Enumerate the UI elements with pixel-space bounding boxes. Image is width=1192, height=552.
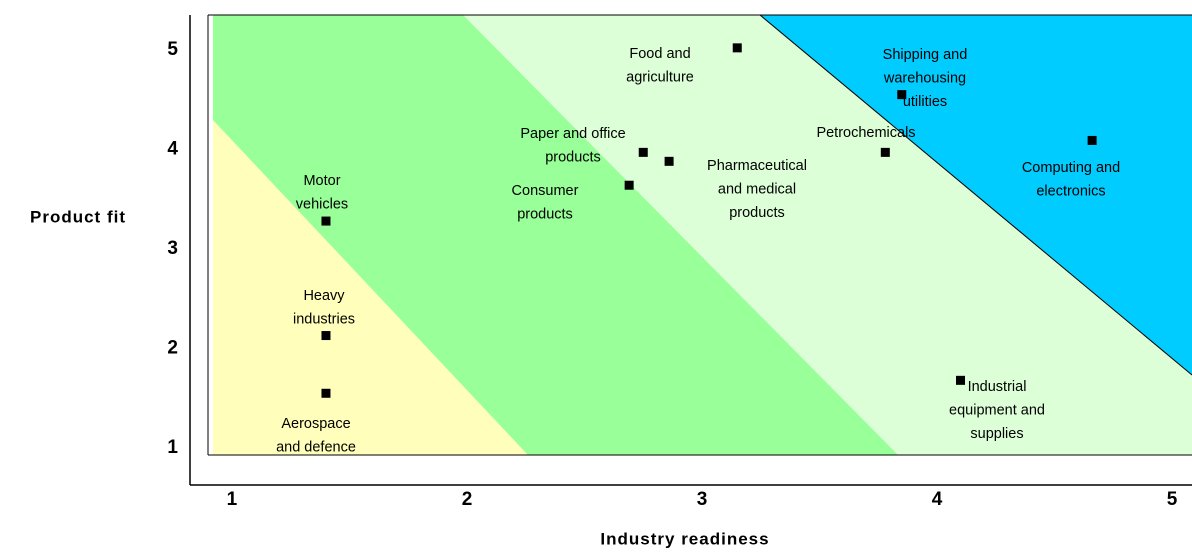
point-label: Aerospace	[281, 416, 350, 432]
point-label: Motor	[303, 173, 340, 189]
point-label: Computing and	[1022, 160, 1120, 176]
point-label: agriculture	[626, 69, 694, 85]
point-label: Heavy	[303, 288, 345, 304]
y-axis-title: Product fit	[30, 207, 126, 226]
point-label: Shipping and	[883, 47, 968, 63]
point	[880, 147, 890, 157]
point-label: Food and	[629, 46, 690, 62]
y-tick-label: 3	[167, 238, 178, 259]
point-label: supplies	[970, 426, 1023, 442]
point-label: and medical	[718, 181, 796, 197]
point	[664, 156, 674, 166]
point-label: Consumer	[512, 183, 579, 199]
point	[638, 147, 648, 157]
zone-border	[759, 14, 1192, 376]
zone-yellow	[213, 120, 528, 455]
point	[321, 331, 331, 341]
point-label: Industrial	[968, 379, 1027, 395]
point-label: equipment and	[949, 402, 1045, 418]
point-label: industries	[293, 311, 355, 327]
point-label: products	[517, 206, 573, 222]
point	[624, 180, 634, 190]
plot-edge	[208, 15, 213, 455]
y-tick-label: 1	[167, 437, 178, 458]
x-tick-label: 3	[697, 489, 708, 510]
y-tick-label: 4	[167, 138, 178, 159]
x-tick-label: 2	[462, 489, 473, 510]
point-label: Paper and office	[520, 126, 625, 142]
x-tick-label: 5	[1167, 489, 1178, 510]
point-label: warehousing	[883, 70, 966, 86]
point	[897, 90, 907, 100]
point-label: Petrochemicals	[816, 125, 915, 141]
y-tick-label: 2	[167, 337, 178, 358]
x-tick-label: 1	[227, 489, 238, 510]
point	[732, 43, 742, 53]
point-label: and defence	[276, 439, 356, 455]
y-tick-label: 5	[167, 39, 178, 60]
point	[321, 216, 331, 226]
x-axis-title: Industry readiness	[600, 529, 769, 548]
point-label: Pharmaceutical	[707, 158, 807, 174]
point	[321, 388, 331, 398]
point	[1087, 135, 1097, 145]
point-label: products	[545, 149, 601, 165]
point-label: products	[729, 205, 785, 221]
x-tick-label: 4	[932, 489, 943, 510]
point-label: utilities	[903, 94, 947, 110]
point-label: electronics	[1036, 183, 1105, 199]
point-label: vehicles	[296, 196, 348, 212]
point	[956, 375, 966, 385]
